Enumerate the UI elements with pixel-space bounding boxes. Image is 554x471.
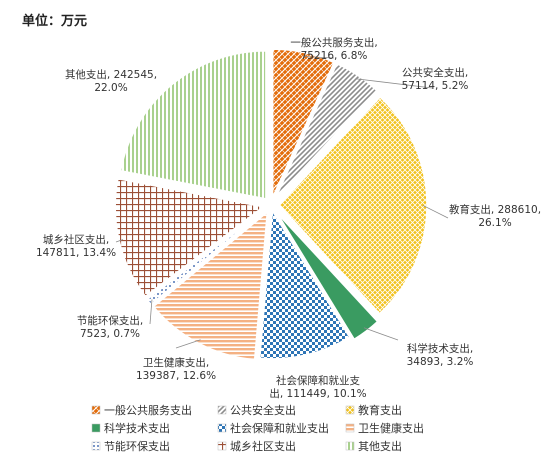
leader-line-2	[355, 78, 433, 89]
legend-swatch-7	[91, 441, 101, 451]
leader-line-8	[115, 239, 124, 243]
legend-item-1: 一般公共服务支出	[91, 403, 192, 417]
legend-label-2: 公共安全支出	[230, 403, 296, 417]
legend-item-3: 教育支出	[345, 403, 402, 417]
legend-swatch-4	[91, 423, 101, 433]
pie-slice-7	[145, 209, 266, 306]
legend-swatch-9	[345, 441, 355, 451]
leader-line-4	[363, 327, 399, 341]
legend-label-3: 教育支出	[358, 403, 402, 417]
legend-item-4: 科学技术支出	[91, 421, 170, 435]
data-label-4: 科学技术支出, 34893, 3.2%	[407, 342, 474, 368]
leader-line-6	[175, 339, 201, 349]
pie-slice-4	[276, 212, 379, 341]
data-label-2: 公共安全支出, 57114, 5.2%	[402, 66, 469, 92]
data-label-8: 城乡社区支出, 147811, 13.4%	[36, 233, 116, 259]
legend-swatch-8	[217, 441, 227, 451]
data-label-5: 社会保障和就业支出, 111449, 10.1%	[269, 374, 366, 400]
legend-label-5: 社会保障和就业支出	[230, 421, 329, 435]
unit-label: 单位：万元	[22, 14, 88, 29]
legend-label-7: 节能环保支出	[104, 439, 170, 453]
data-label-1: 一般公共服务支出, 75216, 6.8%	[290, 36, 377, 62]
legend-label-8: 城乡社区支出	[230, 439, 296, 453]
legend-swatch-3	[345, 405, 355, 415]
leader-line-1	[303, 56, 335, 59]
pie-slice-1	[271, 48, 336, 198]
legend-item-5: 社会保障和就业支出	[217, 421, 329, 435]
legend-item-6: 卫生健康支出	[345, 421, 424, 435]
data-label-6: 卫生健康支出, 139387, 12.6%	[136, 356, 216, 382]
data-label-9: 其他支出, 242545, 22.0%	[65, 68, 157, 94]
legend-label-4: 科学技术支出	[104, 421, 170, 435]
pie-slice-6	[152, 210, 269, 361]
leader-line-3	[422, 205, 449, 219]
legend-swatch-2	[217, 405, 227, 415]
pie-slice-2	[274, 62, 378, 199]
data-label-7: 节能环保支出, 7523, 0.7%	[77, 314, 143, 340]
legend-swatch-1	[91, 405, 101, 415]
pie-slice-9	[119, 50, 267, 200]
legend-item-9: 其他支出	[345, 439, 402, 453]
data-label-3: 教育支出, 288610, 26.1%	[449, 203, 541, 229]
pie-slice-3	[277, 95, 428, 315]
legend-label-1: 一般公共服务支出	[104, 403, 192, 417]
legend-item-7: 节能环保支出	[91, 439, 170, 453]
legend-swatch-6	[345, 423, 355, 433]
legend-item-8: 城乡社区支出	[217, 439, 296, 453]
legend-item-2: 公共安全支出	[217, 403, 296, 417]
pie-slice-5	[258, 208, 351, 360]
pie-slice-8	[114, 177, 265, 298]
legend-swatch-5	[217, 423, 227, 433]
leader-line-7	[149, 299, 153, 325]
legend-label-9: 其他支出	[358, 439, 402, 453]
legend-label-6: 卫生健康支出	[358, 421, 424, 435]
